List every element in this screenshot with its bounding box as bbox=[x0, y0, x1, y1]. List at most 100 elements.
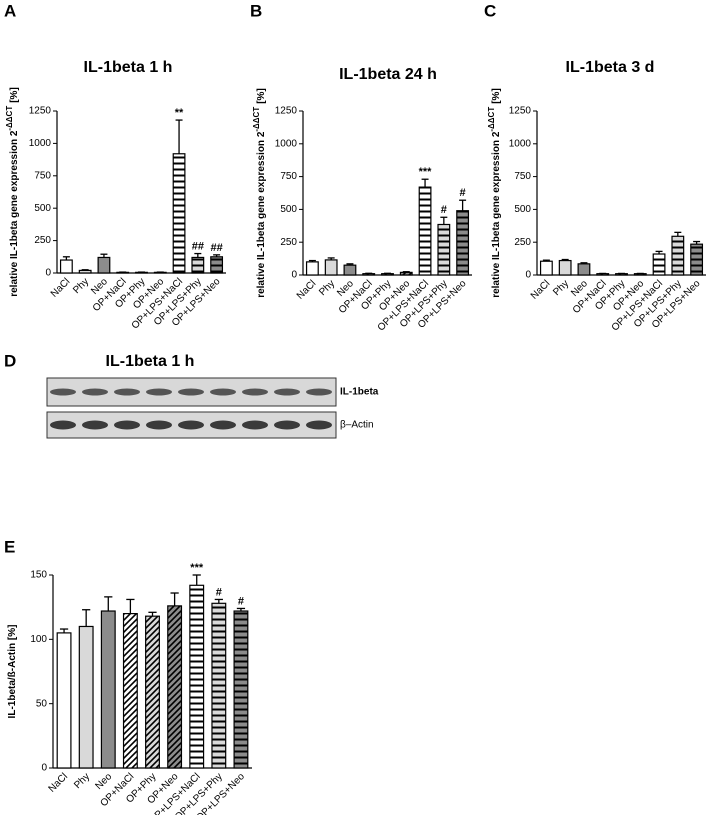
x-tick-label: Phy bbox=[551, 278, 571, 298]
bar bbox=[671, 235, 685, 276]
bar bbox=[172, 153, 186, 274]
error-bar bbox=[59, 628, 69, 633]
y-tick-label: 500 bbox=[514, 204, 531, 215]
panel-letter: E bbox=[4, 537, 15, 556]
y-tick-label: 50 bbox=[36, 698, 48, 709]
bar bbox=[210, 256, 224, 274]
error-bar bbox=[148, 611, 157, 617]
panel-letter: B bbox=[250, 1, 262, 20]
panel-letter: A bbox=[4, 1, 16, 20]
panel-letter: D bbox=[4, 351, 16, 370]
y-tick-label: 1000 bbox=[29, 138, 52, 149]
bar bbox=[78, 269, 92, 274]
error-bar bbox=[126, 598, 135, 614]
bar bbox=[78, 625, 94, 769]
significance-label: ## bbox=[192, 240, 204, 252]
significance-label: ## bbox=[210, 242, 222, 254]
error-bar bbox=[440, 216, 448, 225]
blot-band bbox=[242, 388, 268, 396]
error-bar bbox=[100, 253, 108, 258]
y-tick-label: 0 bbox=[291, 270, 297, 281]
significance-label: *** bbox=[190, 562, 204, 574]
error-bar bbox=[308, 259, 316, 262]
bar bbox=[577, 263, 591, 276]
blot-band bbox=[210, 420, 236, 430]
bar bbox=[558, 259, 572, 276]
y-tick-label: 750 bbox=[34, 170, 51, 181]
y-tick-label: 0 bbox=[525, 270, 531, 281]
y-tick-label: 0 bbox=[45, 268, 51, 279]
blot-band bbox=[178, 420, 204, 430]
y-tick-label: 1250 bbox=[509, 106, 532, 117]
blot-band bbox=[50, 388, 76, 396]
x-tick-label: Phy bbox=[72, 771, 92, 791]
chart-title: IL-1beta 3 d bbox=[566, 59, 655, 76]
error-bar bbox=[327, 257, 335, 260]
error-bar bbox=[542, 259, 550, 262]
error-bar bbox=[62, 256, 70, 261]
blot-band bbox=[114, 420, 140, 430]
y-tick-label: 1250 bbox=[29, 106, 52, 117]
error-bar bbox=[561, 258, 569, 261]
error-bar bbox=[402, 271, 410, 273]
significance-label: *** bbox=[419, 166, 433, 178]
blot-title: IL-1beta 1 h bbox=[106, 353, 195, 370]
bar bbox=[211, 602, 227, 769]
error-bar bbox=[81, 269, 89, 271]
y-axis-label: IL-1beta/ß-Actin [%] bbox=[7, 625, 18, 719]
y-tick-label: 0 bbox=[41, 763, 47, 774]
x-tick-label: NaCl bbox=[529, 278, 553, 302]
error-bar bbox=[104, 596, 113, 612]
error-bar bbox=[214, 598, 223, 604]
x-tick-label: NaCl bbox=[49, 276, 73, 300]
significance-label: ** bbox=[175, 107, 184, 119]
error-bar bbox=[580, 262, 588, 264]
blot-band bbox=[82, 420, 108, 430]
blot-label: β–Actin bbox=[340, 420, 374, 431]
bar bbox=[145, 615, 160, 769]
blot-band bbox=[82, 388, 108, 396]
chart-title: IL-1beta 1 h bbox=[84, 59, 173, 76]
bar bbox=[122, 612, 138, 769]
bar bbox=[167, 605, 183, 769]
error-bar bbox=[459, 199, 467, 211]
error-bar bbox=[194, 252, 202, 258]
x-tick-label: NaCl bbox=[47, 771, 71, 795]
error-bar bbox=[82, 609, 91, 627]
x-tick-label: Phy bbox=[317, 278, 337, 298]
significance-label: # bbox=[460, 187, 466, 199]
y-tick-label: 500 bbox=[34, 203, 51, 214]
y-tick-label: 750 bbox=[514, 171, 531, 182]
blot-band bbox=[114, 388, 140, 396]
bar bbox=[324, 259, 338, 276]
chart-title: IL-1beta 24 h bbox=[339, 66, 437, 83]
y-tick-label: 1000 bbox=[509, 138, 532, 149]
error-bar bbox=[421, 178, 429, 188]
bar bbox=[418, 186, 432, 276]
bar bbox=[56, 632, 72, 769]
blot-band bbox=[306, 388, 332, 396]
blot-label: IL-1beta bbox=[340, 387, 379, 398]
bar bbox=[690, 243, 704, 276]
y-axis-label: relative IL-1beta gene expression 2-ΔΔCT… bbox=[5, 87, 20, 297]
bar bbox=[343, 264, 357, 276]
significance-label: # bbox=[441, 204, 447, 216]
bar bbox=[233, 610, 249, 769]
bar bbox=[59, 259, 73, 274]
blot-band bbox=[274, 388, 300, 396]
error-bar bbox=[346, 263, 354, 266]
blot-band bbox=[146, 388, 172, 396]
x-tick-label: NaCl bbox=[295, 278, 319, 302]
error-bar bbox=[192, 574, 201, 586]
bar bbox=[437, 223, 451, 276]
blot-band bbox=[242, 420, 268, 430]
y-tick-label: 1250 bbox=[275, 106, 298, 117]
bar bbox=[100, 610, 116, 769]
y-tick-label: 500 bbox=[280, 204, 297, 215]
bar bbox=[456, 210, 470, 276]
y-tick-label: 250 bbox=[34, 235, 51, 246]
panel-letter: C bbox=[484, 1, 496, 20]
bar bbox=[539, 260, 553, 276]
bar bbox=[97, 256, 111, 274]
